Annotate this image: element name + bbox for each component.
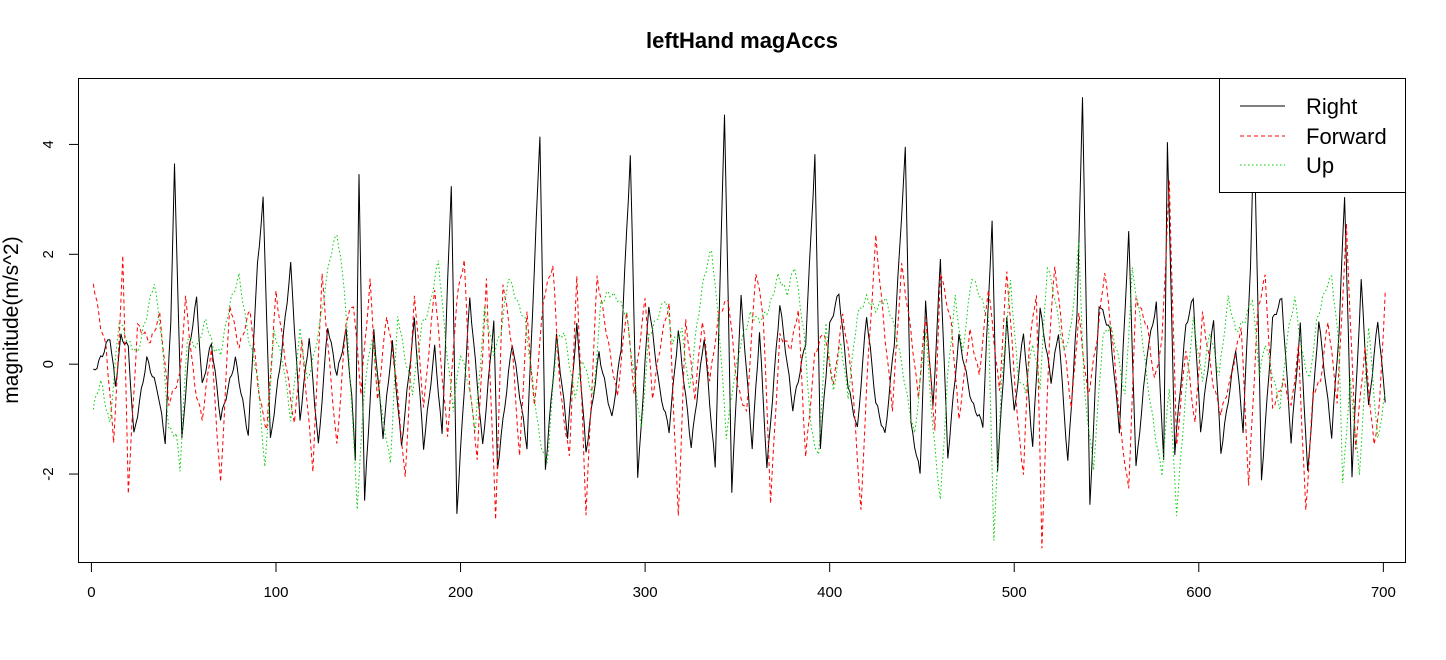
series-layer [92,97,1386,549]
y-axis-title: magnitude(m/s^2) [0,236,23,403]
x-tick-label: 0 [87,584,95,601]
y-tick-label: 0 [40,360,57,368]
x-tick-label: 100 [263,584,288,601]
legend-label-forward: Forward [1306,124,1387,149]
series-line-right [93,97,1386,514]
legend-label-up: Up [1306,153,1334,178]
legend-label-right: Right [1306,94,1357,119]
y-tick-label: 2 [40,250,57,258]
plot-frame [78,78,1406,563]
y-tick-label: -2 [40,467,57,480]
y-tick-label: 4 [40,140,57,148]
y-axis: -2 0 2 4 [40,140,79,481]
x-tick-label: 400 [817,584,842,601]
legend: Right Forward Up [1219,78,1406,193]
x-axis: 0 100 200 300 400 500 600 700 [87,562,1396,601]
series-line-up [92,233,1386,541]
chart-title: leftHand magAccs [646,28,838,53]
x-tick-label: 300 [633,584,658,601]
x-tick-label: 600 [1186,584,1211,601]
x-tick-label: 500 [1002,584,1027,601]
x-tick-label: 700 [1371,584,1396,601]
x-tick-label: 200 [448,584,473,601]
series-line-forward [92,180,1386,549]
